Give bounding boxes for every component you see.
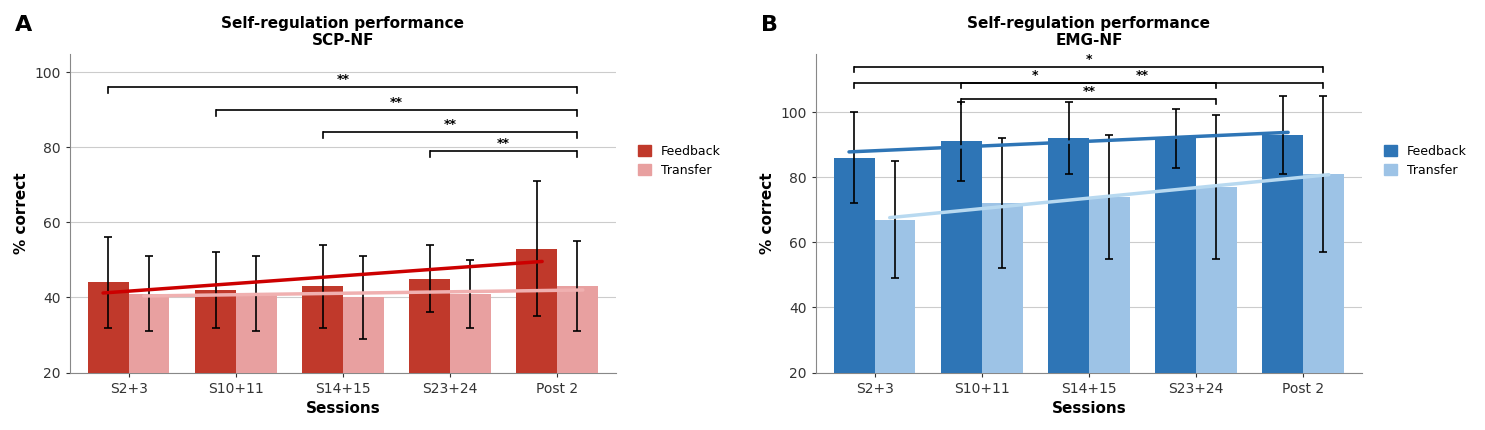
Text: **: ** <box>1083 85 1096 98</box>
Bar <box>1048 138 1089 372</box>
Text: B: B <box>762 15 778 35</box>
Text: **: ** <box>337 73 349 86</box>
Bar <box>450 294 490 372</box>
Y-axis label: % correct: % correct <box>760 172 775 254</box>
Text: **: ** <box>444 118 456 131</box>
Bar <box>343 298 383 372</box>
Text: **: ** <box>497 137 511 150</box>
Bar <box>195 290 236 372</box>
Bar <box>1089 197 1130 372</box>
Text: **: ** <box>391 96 402 109</box>
Bar <box>410 279 450 372</box>
Bar <box>941 141 982 372</box>
Bar <box>303 286 343 372</box>
Title: Self-regulation performance
SCP-NF: Self-regulation performance SCP-NF <box>221 16 465 48</box>
Bar <box>517 249 557 372</box>
Bar <box>982 203 1023 372</box>
Bar <box>129 294 169 372</box>
Bar <box>1155 138 1195 372</box>
Bar <box>1304 174 1344 372</box>
Bar <box>88 283 129 372</box>
Bar <box>835 158 875 372</box>
X-axis label: Sessions: Sessions <box>1051 401 1126 416</box>
Title: Self-regulation performance
EMG-NF: Self-regulation performance EMG-NF <box>967 16 1210 48</box>
Text: *: * <box>1032 69 1038 82</box>
Y-axis label: % correct: % correct <box>13 172 28 254</box>
Text: **: ** <box>1136 69 1149 82</box>
Text: A: A <box>15 15 33 35</box>
Text: *: * <box>1086 52 1091 66</box>
Bar <box>236 294 276 372</box>
Bar <box>1195 187 1237 372</box>
Bar <box>875 220 915 372</box>
X-axis label: Sessions: Sessions <box>306 401 380 416</box>
Legend: Feedback, Transfer: Feedback, Transfer <box>1380 140 1472 182</box>
Bar <box>557 286 598 372</box>
Legend: Feedback, Transfer: Feedback, Transfer <box>633 140 726 182</box>
Bar <box>1262 135 1304 372</box>
